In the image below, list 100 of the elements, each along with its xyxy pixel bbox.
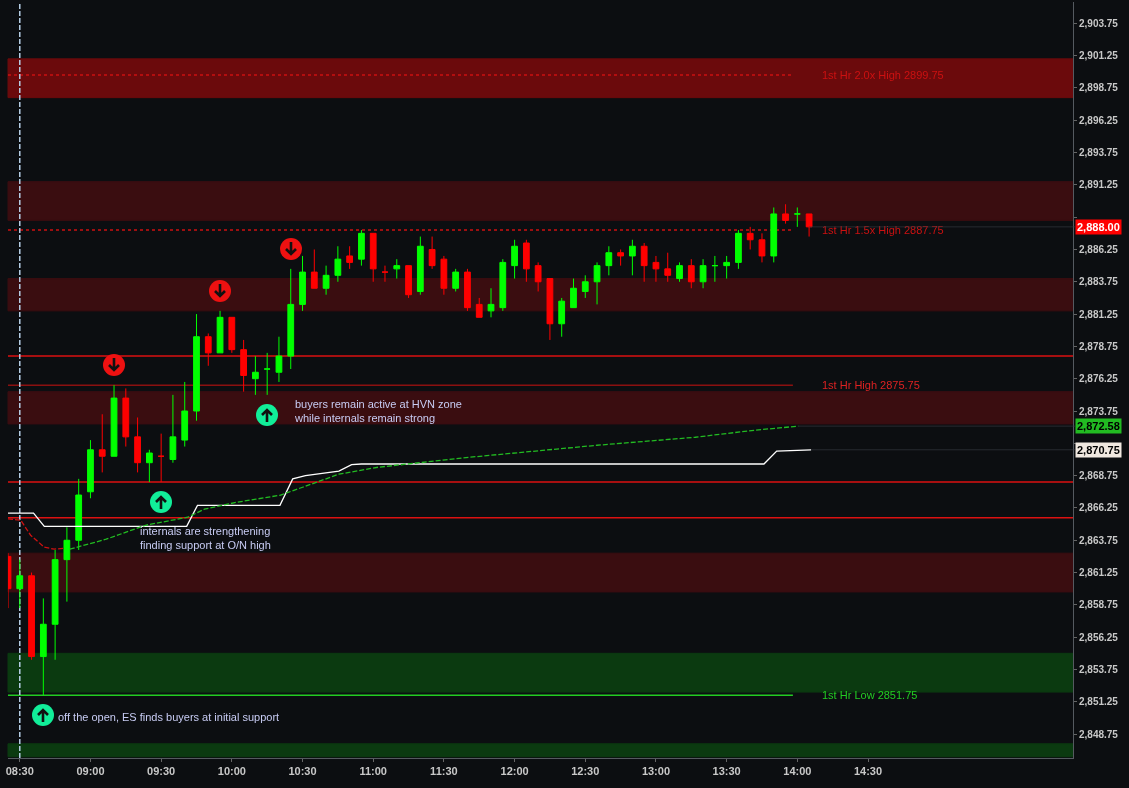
candlestick bbox=[98, 413, 106, 473]
line-series bbox=[8, 518, 66, 550]
x-tick-label: 12:30 bbox=[571, 765, 600, 778]
annotation: 2,888.00 bbox=[1077, 221, 1120, 233]
candlestick bbox=[428, 236, 436, 270]
y-tick-label: 2,856.25 bbox=[1079, 631, 1119, 643]
candlestick bbox=[558, 297, 566, 338]
y-tick-label: 2,848.75 bbox=[1079, 728, 1119, 740]
candlestick bbox=[51, 549, 59, 661]
candlestick bbox=[228, 316, 236, 354]
x-tick-label: 14:30 bbox=[853, 765, 883, 778]
y-tick-label: 2,886.25 bbox=[1079, 243, 1119, 255]
y-tick-label: 2,851.25 bbox=[1079, 696, 1119, 708]
y-tick-label: 2,891.25 bbox=[1079, 179, 1119, 191]
candlestick bbox=[122, 387, 130, 448]
candlestick bbox=[346, 245, 354, 270]
candlestick bbox=[581, 274, 589, 299]
x-tick-label: 12:00 bbox=[500, 765, 529, 778]
x-tick-label: 10:00 bbox=[217, 765, 246, 778]
candlestick bbox=[145, 449, 153, 483]
candlestick bbox=[805, 213, 813, 238]
annotation: 2,872.58 bbox=[1077, 420, 1120, 432]
candlestick bbox=[735, 229, 742, 270]
candlestick bbox=[134, 416, 141, 473]
y-tick-label: 2,853.75 bbox=[1079, 663, 1119, 675]
y-tick-label: 2,893.75 bbox=[1079, 147, 1119, 159]
y-tick-label: 2,896.25 bbox=[1079, 114, 1119, 126]
candlestick bbox=[299, 255, 306, 312]
x-tick-label: 11:30 bbox=[430, 765, 458, 778]
y-tick-label: 2,863.75 bbox=[1079, 534, 1119, 546]
x-tick-label: 09:30 bbox=[147, 765, 176, 778]
annotation: 2,870.75 bbox=[1077, 444, 1120, 456]
candlestick bbox=[169, 394, 177, 464]
candlestick bbox=[534, 261, 542, 292]
candlestick bbox=[405, 265, 412, 299]
line-series bbox=[8, 449, 812, 528]
x-tick-label: 08:30 bbox=[5, 765, 34, 778]
candlestick bbox=[216, 310, 224, 354]
candlestick bbox=[252, 355, 259, 396]
candlestick bbox=[181, 381, 189, 448]
candlestick bbox=[157, 433, 165, 483]
ref-line-label: 1st Hr High 2875.75 bbox=[822, 379, 920, 391]
candlestick bbox=[499, 258, 507, 312]
candlestick bbox=[664, 252, 672, 283]
candlestick bbox=[204, 332, 212, 367]
candlestick bbox=[676, 261, 683, 283]
candlestick bbox=[511, 239, 518, 280]
candlestick bbox=[287, 268, 295, 370]
candlestick bbox=[640, 242, 648, 283]
y-tick-label: 2,861.25 bbox=[1079, 567, 1119, 579]
y-tick-label: 2,878.75 bbox=[1079, 340, 1119, 352]
candlestick bbox=[393, 258, 401, 280]
annotation: buyers remain active at HVN zone while internals remain strong bbox=[294, 398, 462, 425]
candlestick bbox=[487, 287, 495, 318]
x-tick-label: 13:30 bbox=[712, 765, 741, 778]
candlestick bbox=[75, 478, 83, 551]
candlestick bbox=[652, 255, 660, 283]
candlestick bbox=[240, 339, 247, 393]
candlestick bbox=[699, 258, 707, 289]
candlestick bbox=[275, 336, 283, 383]
y-tick-label: 2,868.75 bbox=[1079, 470, 1119, 482]
candlestick bbox=[334, 245, 342, 283]
annotation: internals are strengthening finding support at O/N high bbox=[140, 525, 271, 552]
x-tick-label: 11:00 bbox=[359, 765, 387, 778]
candlestick bbox=[28, 572, 35, 661]
y-tick-label: 2,881.25 bbox=[1079, 308, 1119, 320]
candlestick bbox=[758, 232, 766, 263]
candlestick bbox=[416, 236, 424, 296]
y-tick-label: 2,883.75 bbox=[1079, 276, 1119, 288]
candlestick bbox=[369, 232, 377, 283]
y-tick-label: 2,903.75 bbox=[1079, 17, 1119, 29]
y-tick-label: 2,901.25 bbox=[1079, 50, 1119, 62]
candlestick bbox=[110, 384, 118, 457]
candlestick bbox=[63, 526, 71, 603]
candlestick bbox=[723, 255, 731, 280]
candlestick bbox=[263, 352, 271, 396]
candlestick bbox=[87, 439, 94, 499]
candlestick bbox=[746, 226, 754, 250]
candlestick bbox=[322, 265, 330, 296]
candlestick bbox=[687, 258, 695, 289]
candlestick bbox=[617, 248, 624, 267]
candlestick bbox=[310, 248, 318, 289]
ref-line-label: 1st Hr Low 2851.75 bbox=[822, 689, 918, 701]
line-series bbox=[69, 425, 799, 550]
x-tick-label: 14:00 bbox=[783, 765, 812, 778]
candlestick bbox=[440, 255, 448, 296]
y-tick-label: 2,858.75 bbox=[1079, 599, 1119, 611]
candlestick bbox=[358, 229, 365, 267]
candlestick bbox=[711, 255, 719, 283]
ref-line-label: 1st Hr 2.0x High 2899.75 bbox=[822, 69, 944, 81]
ref-line-label: 1st Hr 1.5x High 2887.75 bbox=[822, 224, 944, 236]
x-tick-label: 10:30 bbox=[288, 765, 317, 778]
y-tick-label: 2,876.25 bbox=[1079, 373, 1119, 385]
candlestick bbox=[464, 268, 471, 312]
candlestick bbox=[605, 245, 613, 276]
candlestick bbox=[16, 559, 24, 609]
y-tick-label: 2,898.75 bbox=[1079, 82, 1119, 94]
candlestick bbox=[793, 206, 801, 228]
candlestick bbox=[570, 278, 577, 309]
annotation: off the open, ES finds buyers at initial support bbox=[58, 711, 280, 723]
